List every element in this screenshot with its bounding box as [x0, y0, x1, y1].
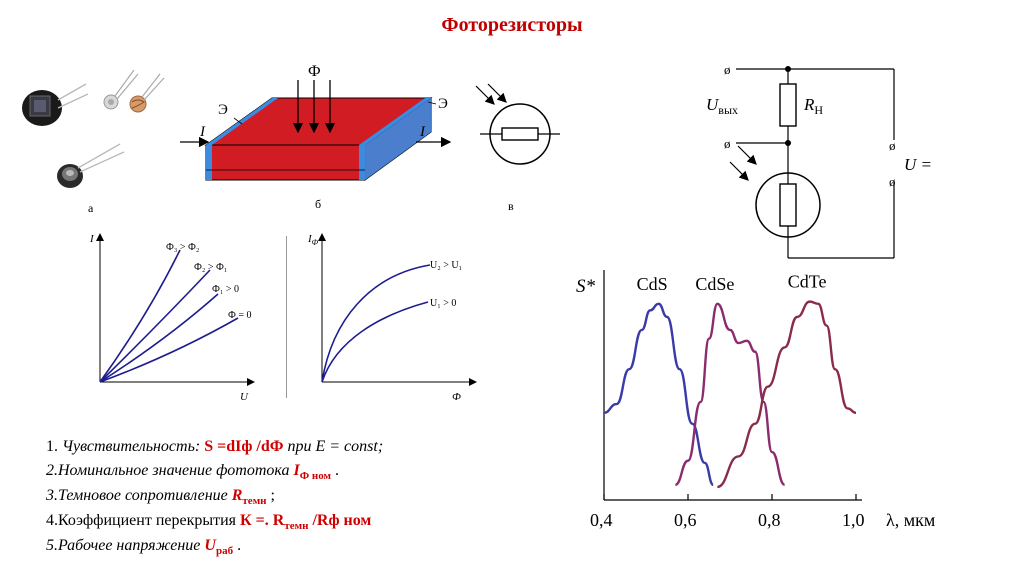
lux-ampere-characteristic-graph: IФ Ф U₂ > U₁ U₁ > 0	[307, 233, 477, 403]
lux-curve-label-2: U₁ > 0	[430, 298, 456, 309]
property-operating-voltage: 5.Рабочее напряжение Uраб .	[46, 537, 242, 558]
iv-curve-label-1: Ф₃ > Ф₂	[166, 242, 199, 253]
iv-curve-phi3	[99, 249, 181, 383]
series-label-cdse: CdSe	[695, 274, 734, 294]
iv-curve-label-2: Ф₂ > Ф₁	[194, 262, 227, 273]
x-tick-label: 0,6	[674, 510, 697, 530]
iv-curve-label-3: Ф₁ > 0	[212, 284, 239, 295]
property-overlap-coefficient: 4.Коэффициент перекрытия К =. Rтемн /Rф …	[46, 512, 372, 533]
square-photoresistor-image	[22, 83, 89, 126]
iv-curve-phi0	[99, 317, 239, 383]
terminal-icon: ø	[889, 138, 896, 153]
series-label-cds: CdS	[637, 274, 668, 294]
terminal-icon: ø	[724, 62, 731, 77]
r-load-label: RН	[803, 95, 823, 117]
property-dark-resistance: 3.Темновое сопротивление Rтемн ;	[46, 487, 275, 508]
lux-curve-u1	[321, 301, 429, 383]
current-label-right: I	[419, 124, 426, 140]
iv-curve-phi2	[99, 269, 211, 383]
current-label-left: I	[199, 124, 206, 140]
property-nominal-current: 2.Номинальное значение фототока IФ ном .	[46, 462, 340, 483]
photoresistor-symbol: в	[475, 83, 560, 213]
iv-curve-label-4: Ф = 0	[228, 310, 252, 321]
iv-curve-phi1	[99, 293, 219, 383]
metal-can-photoresistor-image	[57, 143, 125, 188]
x-tick-label: 1,0	[842, 510, 865, 530]
flux-label: Ф	[308, 63, 321, 80]
terminal-icon: ø	[724, 136, 731, 151]
figure-label-v: в	[508, 199, 514, 213]
lux-x-axis-label: Ф	[452, 391, 461, 403]
iv-characteristic-graph: I U Ф₃ > Ф₂ Ф₂ > Ф₁ Ф₁ > 0 Ф = 0	[89, 233, 255, 403]
circuit-diagram: ø ø ø ø Uвых RН U =	[706, 62, 932, 259]
lux-y-axis-label: IФ	[307, 233, 319, 247]
iv-x-axis-label: U	[240, 391, 249, 403]
electrode-label-right: Э	[438, 96, 448, 112]
photoresistor-structure-diagram: Ф I I Э Э б	[180, 63, 452, 211]
series-line-cds	[603, 302, 714, 486]
lux-curve-label-1: U₂ > U₁	[430, 260, 462, 271]
photoresistor-photos: а	[22, 69, 165, 215]
terminal-icon: ø	[889, 174, 896, 189]
iv-y-axis-label: I	[89, 233, 95, 245]
figure-label-a: а	[88, 201, 94, 215]
lux-curve-u2	[321, 264, 431, 383]
series-label-cdte: CdTe	[788, 272, 827, 292]
u-supply-label: U =	[904, 155, 932, 174]
page-title: Фоторезисторы	[441, 14, 583, 36]
figure-label-b: б	[315, 197, 321, 211]
x-tick-label: 0,8	[758, 510, 781, 530]
silver-photoresistor-image	[103, 69, 139, 110]
x-tick-label: 0,4	[590, 510, 613, 530]
property-sensitivity: 1. Чувствительность: S =dIф /dФ при E = …	[46, 438, 384, 455]
spectral-sensitivity-chart: S* λ, мкм 0,4 0,6 0,8 1,0 CdS CdSe CdTe	[576, 270, 935, 530]
series-line-cdse	[674, 302, 786, 486]
electrode-label-left: Э	[218, 102, 228, 118]
chart-y-label: S*	[576, 276, 596, 297]
chart-x-label: λ, мкм	[886, 510, 935, 530]
series-line-cdte	[717, 300, 857, 489]
graph-divider	[286, 236, 287, 398]
u-out-label: Uвых	[706, 95, 738, 117]
cds-photoresistor-image	[129, 73, 165, 113]
